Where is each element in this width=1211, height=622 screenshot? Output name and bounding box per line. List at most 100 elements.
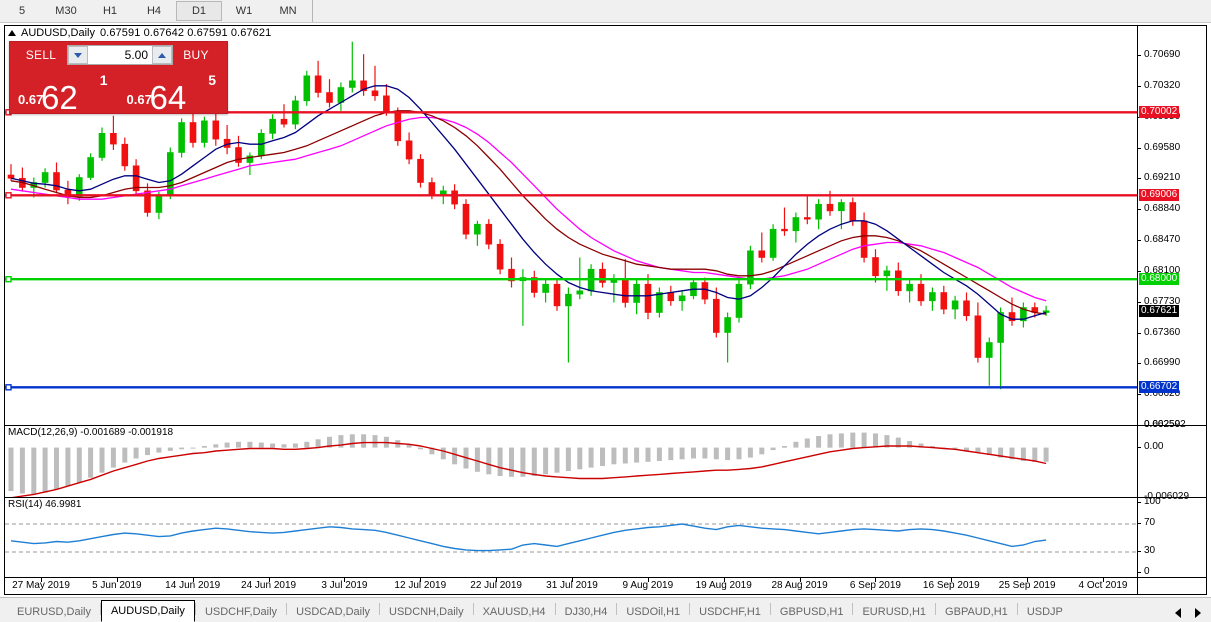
price-level-label-red[interactable]: 0.69006	[1139, 189, 1180, 202]
date-axis-label: 19 Aug 2019	[695, 580, 752, 591]
price-level-label-black[interactable]: 0.67621	[1139, 304, 1180, 317]
price-pane[interactable]	[5, 40, 1137, 425]
macd-pane[interactable]: MACD(12,26,9) -0.001689 -0.001918	[5, 425, 1137, 498]
symbol-tab-xauusd-h4[interactable]: XAUUSD,H4	[482, 606, 546, 618]
tab-separator	[286, 602, 288, 615]
price-tick-label: 0.70320	[1144, 79, 1181, 91]
timeframe-button-w1[interactable]: W1	[235, 5, 253, 17]
date-axis-label: 12 Jul 2019	[394, 580, 447, 591]
chart-ohlc-values: 0.67591 0.67642 0.67591 0.67621	[99, 27, 272, 39]
sell-price-button[interactable]: 0.67 62 1	[11, 68, 118, 114]
date-axis-label: 22 Jul 2019	[470, 580, 522, 591]
date-tick	[1027, 578, 1029, 582]
symbol-tab-usdcad-daily[interactable]: USDCAD,Daily	[296, 606, 371, 618]
buy-price-button[interactable]: 0.67 64 5	[119, 68, 226, 114]
volume-decrease-button[interactable]	[68, 46, 88, 64]
scroll-right-icon[interactable]	[1195, 608, 1201, 618]
tab-separator	[689, 602, 691, 615]
chart-title-row: AUDUSD,Daily 0.67591 0.67642 0.67591 0.6…	[5, 26, 1206, 40]
sell-price-prefix: 0.67	[18, 92, 44, 107]
timeframe-button-d1[interactable]: D1	[176, 1, 222, 21]
date-axis-label: 27 May 2019	[12, 580, 70, 591]
date-axis-label: 16 Sep 2019	[922, 580, 980, 591]
tab-separator	[616, 602, 618, 615]
rsi-tick-label: 70	[1144, 517, 1156, 528]
symbol-tab-usdoil-h1[interactable]: USDOil,H1	[626, 606, 681, 618]
collapse-triangle-icon[interactable]	[8, 30, 16, 36]
timeframe-button-group: 5 M30 H1 H4 D1 W1 MN	[0, 0, 313, 22]
tab-separator	[472, 602, 474, 615]
date-tick	[192, 578, 194, 582]
symbol-tab-usdchf-h1[interactable]: USDCHF,H1	[699, 606, 761, 618]
date-tick	[41, 578, 42, 582]
date-axis: 27 May 2019 5 Jun 2019 14 Jun 2019 24 Jun 2…	[5, 577, 1207, 594]
price-level-label-green[interactable]: 0.68000	[1139, 273, 1180, 286]
rsi-tick-label: 0	[1144, 566, 1150, 577]
sell-price-fraction: 1	[99, 72, 108, 88]
date-axis-label: 31 Jul 2019	[546, 580, 598, 591]
volume-increase-button[interactable]	[152, 46, 172, 64]
rsi-tick-label: 30	[1144, 545, 1156, 556]
symbol-tab-dj30-h4[interactable]: DJ30,H4	[564, 606, 608, 618]
symbol-tab-usdcnh-daily[interactable]: USDCNH,Daily	[389, 606, 464, 618]
buy-button-label[interactable]: BUY	[183, 48, 209, 62]
date-axis-label: 28 Aug 2019	[771, 580, 828, 591]
date-axis-label: 3 Jul 2019	[321, 580, 368, 591]
date-axis-label: 6 Sep 2019	[849, 580, 902, 591]
macd-tick-label: -0.006029	[1144, 491, 1190, 502]
price-tick-label: 0.70690	[1144, 49, 1181, 60]
price-tick-label: 0.67730	[1144, 295, 1181, 307]
sell-button-label[interactable]: SELL	[25, 48, 57, 62]
timeframe-button-5[interactable]: 5	[18, 5, 26, 17]
scroll-left-icon[interactable]	[1175, 608, 1181, 618]
date-tick	[875, 578, 877, 582]
symbol-tab-gbpaud-h1[interactable]: GBPAUD,H1	[945, 606, 1008, 618]
timeframe-button-mn[interactable]: MN	[279, 5, 297, 17]
rsi-tick-label: 100	[1144, 496, 1161, 507]
date-tick	[116, 578, 118, 582]
timeframe-button-h1[interactable]: H1	[102, 5, 118, 17]
symbol-tab-usdchf-daily[interactable]: USDCHF,Daily	[204, 606, 278, 618]
symbol-tab-audusd-daily[interactable]: AUDUSD,Daily	[100, 600, 195, 622]
macd-tick-label: 0.00	[1144, 440, 1164, 452]
date-tick	[496, 578, 498, 582]
date-axis-label: 4 Oct 2019	[1078, 580, 1128, 591]
date-tick	[1103, 578, 1104, 582]
date-tick	[344, 578, 346, 582]
macd-tick-label: 0.002592	[1144, 419, 1186, 430]
rsi-pane[interactable]: RSI(14) 46.9981	[5, 497, 1137, 578]
date-axis-label: 14 Jun 2019	[165, 580, 221, 591]
date-tick	[268, 578, 270, 582]
octp-prices: 0.67 62 1 0.67 64 5	[10, 68, 227, 114]
timeframe-button-h4[interactable]: H4	[146, 5, 162, 17]
price-tick-label: 0.66620	[1144, 388, 1181, 400]
tab-separator	[194, 602, 196, 615]
octp-header: SELL 5.00 BUY	[10, 42, 227, 68]
price-tick-label: 0.69210	[1144, 172, 1181, 184]
symbol-tab-eurusd-daily[interactable]: EURUSD,Daily	[17, 606, 91, 618]
date-axis-label: 9 Aug 2019	[622, 580, 674, 591]
price-tick-label: 0.68100	[1144, 264, 1181, 276]
pane-separator	[1137, 497, 1207, 498]
symbol-tab-eurusd-h1[interactable]: EURUSD,H1	[862, 606, 927, 618]
chevron-up-icon	[158, 52, 166, 58]
price-scale-axis[interactable]: 0.706900.703200.699500.695800.692100.688…	[1137, 26, 1207, 594]
symbol-tab-gbpusd-h1[interactable]: GBPUSD,H1	[779, 606, 844, 618]
tab-separator	[1016, 602, 1018, 615]
date-axis-label: 24 Jun 2019	[241, 580, 297, 591]
price-level-label-red[interactable]: 0.70002	[1139, 106, 1180, 119]
date-tick	[420, 578, 422, 582]
chart-window[interactable]: AUDUSD,Daily 0.67591 0.67642 0.67591 0.6…	[4, 25, 1207, 595]
price-level-label-blue[interactable]: 0.66702	[1139, 381, 1180, 394]
one-click-trading-panel[interactable]: SELL 5.00 BUY 0.67 62 1 0.67 64 5	[9, 41, 228, 114]
timeframe-toolbar: 5 M30 H1 H4 D1 W1 MN	[0, 0, 1211, 23]
tab-separator	[935, 602, 937, 615]
price-tick-label: 0.69580	[1144, 141, 1181, 153]
price-tick-label: 0.67360	[1144, 326, 1181, 338]
symbol-tab-usdjp[interactable]: USDJP	[1026, 606, 1063, 618]
timeframe-button-m30[interactable]: M30	[55, 5, 77, 17]
volume-input[interactable]: 5.00	[88, 46, 152, 64]
volume-stepper[interactable]: 5.00	[67, 45, 173, 65]
date-tick	[572, 578, 573, 582]
